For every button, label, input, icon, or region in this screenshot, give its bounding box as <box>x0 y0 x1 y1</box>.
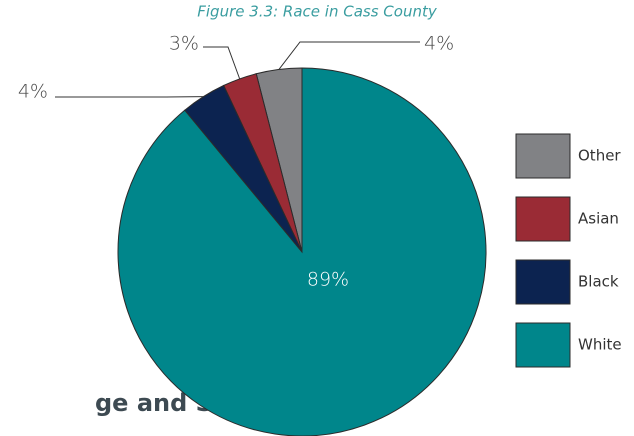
legend-label: Asian <box>578 210 619 228</box>
pie-slice <box>117 67 487 436</box>
slice-label: 89% <box>307 269 349 291</box>
pie <box>117 67 487 436</box>
legend-swatch <box>515 196 571 242</box>
legend-label: White <box>578 336 622 354</box>
chart-title: Figure 3.3: Race in Cass County <box>197 3 438 21</box>
legend-label: Other <box>578 147 621 165</box>
legend-swatch <box>515 322 571 368</box>
legend-swatch <box>515 133 571 179</box>
slice-label: 4% <box>424 33 454 55</box>
slice-label: 4% <box>18 81 48 103</box>
leader-line <box>278 41 420 70</box>
legend-swatch <box>515 259 571 305</box>
legend-label: Black <box>578 273 619 291</box>
slice-label: 3% <box>169 33 199 55</box>
leader-line <box>203 46 241 80</box>
